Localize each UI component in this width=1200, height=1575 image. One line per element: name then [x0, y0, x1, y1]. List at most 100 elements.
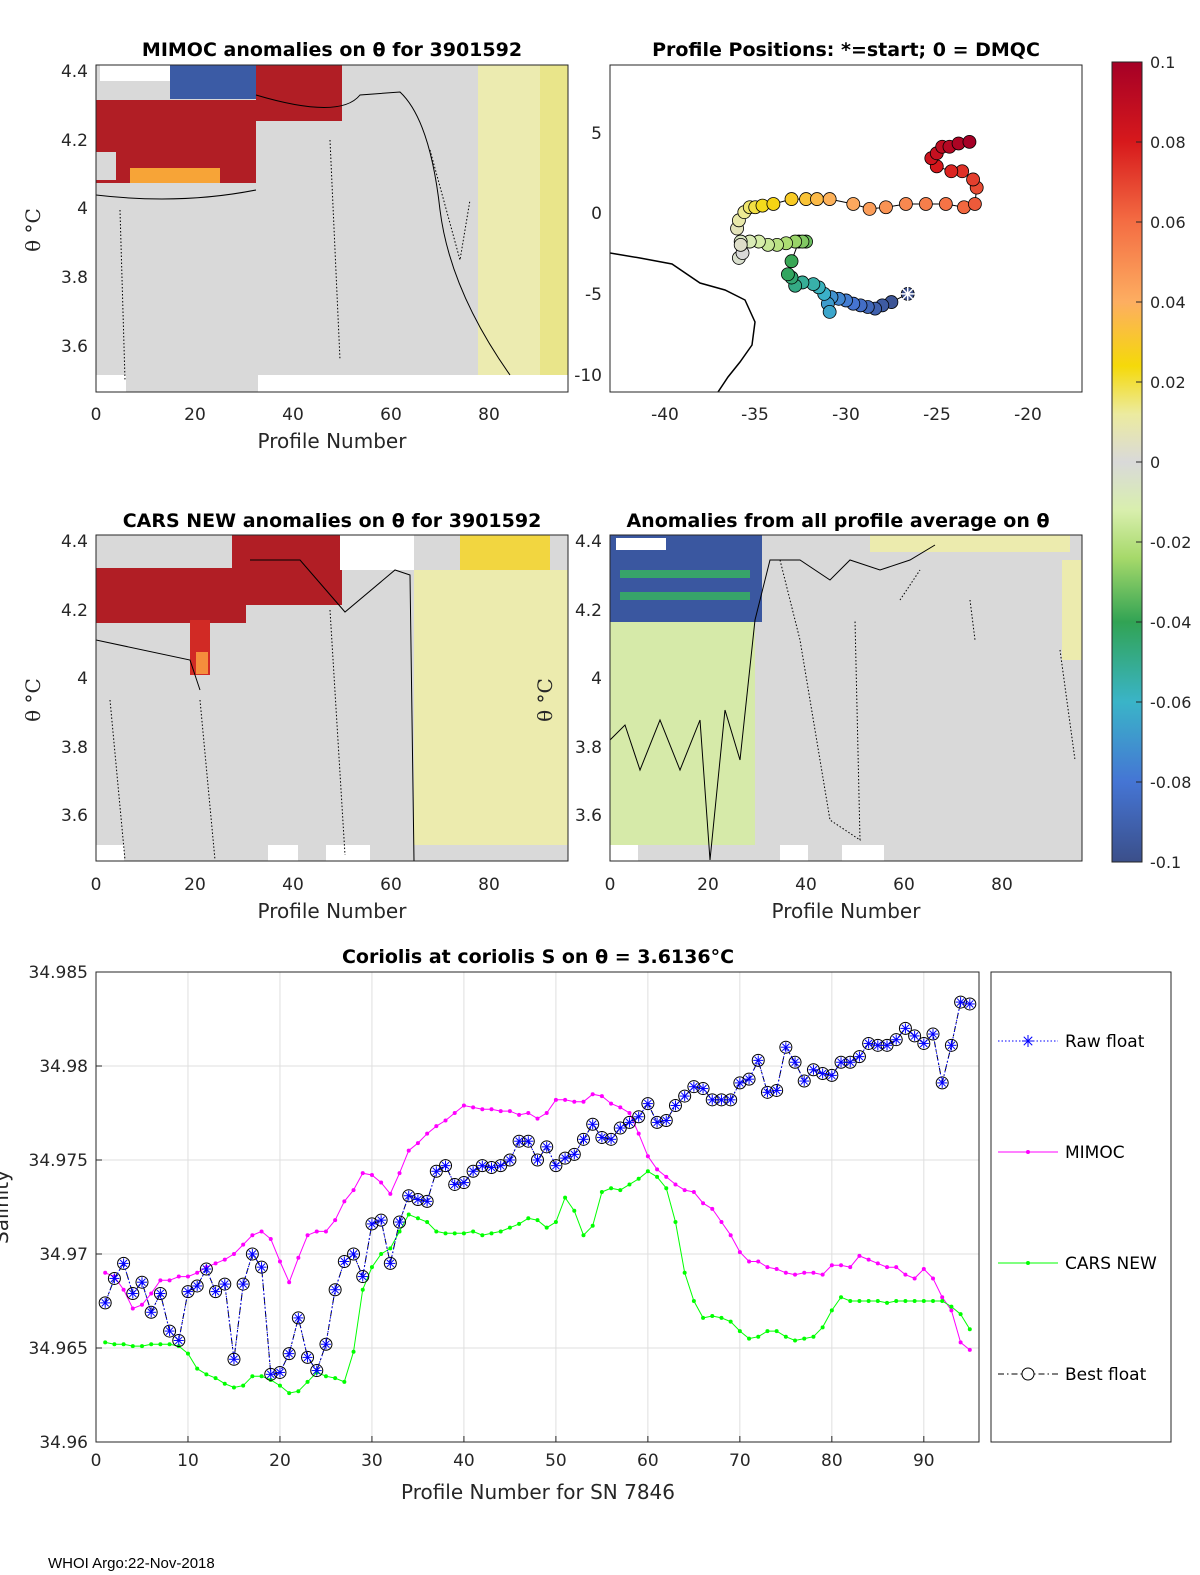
mimoc-heatmap-warm-edge [540, 65, 568, 375]
star-stroke [827, 1071, 836, 1080]
data-point [779, 1040, 793, 1054]
star-stroke [570, 1150, 579, 1159]
salinity-axes-box [95, 971, 980, 1443]
data-point [144, 1305, 158, 1319]
star-stroke [303, 1353, 312, 1362]
data-point [928, 1029, 939, 1040]
allavg-contour [610, 544, 936, 861]
data-point [912, 1276, 917, 1281]
data-point [121, 1342, 126, 1347]
star-stroke [487, 1163, 496, 1172]
star-stroke [662, 1116, 671, 1125]
data-point [719, 1315, 724, 1320]
data-point [397, 1171, 402, 1176]
data-point [296, 1389, 301, 1394]
data-point [872, 1040, 883, 1051]
star-stroke [1023, 1036, 1033, 1046]
allavg-contour-dotted [779, 559, 1076, 841]
profile-position-point [784, 254, 799, 269]
data-point [172, 1333, 186, 1347]
data-point [480, 1233, 485, 1238]
data-point [917, 1036, 931, 1050]
data-point [678, 1089, 692, 1103]
cars-heatmap-nodata [96, 845, 124, 861]
data-point [940, 1299, 945, 1303]
salinity-series [98, 995, 977, 1396]
data-point [185, 1274, 190, 1279]
star-stroke [248, 1250, 257, 1258]
profile-position-point [899, 197, 913, 211]
legend-label: CARS NEW [1065, 1254, 1157, 1274]
legend-item: CARS NEW [998, 1254, 1157, 1274]
data-point [817, 1068, 828, 1079]
mimoc-heatmap-gap [96, 152, 116, 180]
data-point [422, 1196, 433, 1207]
data-point [771, 1085, 782, 1096]
data-point [839, 1263, 844, 1268]
data-point [550, 1160, 561, 1171]
data-point [673, 1220, 678, 1225]
data-point [862, 1036, 876, 1050]
star-stroke [561, 1154, 569, 1163]
data-point [544, 1111, 549, 1115]
data-point [277, 1383, 282, 1388]
mimoc-heatmap [96, 65, 568, 392]
data-point [716, 1094, 727, 1105]
star-stroke [597, 1133, 606, 1142]
data-point [339, 1256, 350, 1267]
data-point [606, 1134, 617, 1145]
mimoc-heatmap-nodata-bottom [258, 375, 568, 392]
cars-ytick: 4 [77, 669, 88, 689]
data-point [443, 1231, 448, 1236]
data-point [158, 1278, 163, 1283]
positions-ytick: -10 [574, 366, 602, 386]
data-point [679, 1091, 690, 1102]
data-point [112, 1342, 117, 1347]
data-point [227, 1352, 241, 1366]
data-point [210, 1286, 221, 1297]
star-stroke [763, 1088, 772, 1097]
star-stroke [634, 1112, 643, 1121]
cars-heatmap-nodata [268, 845, 298, 861]
data-point [783, 1334, 788, 1339]
data-point [461, 1103, 466, 1108]
salinity-xlabel: Profile Number for SN 7846 [401, 1480, 675, 1504]
colorbar-tick-label: -0.08 [1150, 773, 1191, 792]
x-tick-label: 50 [545, 1451, 567, 1471]
allavg-axes-box [609, 534, 1083, 862]
legend-marker [1026, 1261, 1030, 1265]
data-point [652, 1117, 663, 1128]
data-point [219, 1279, 230, 1290]
legend-label: Best float [1065, 1365, 1147, 1385]
mimoc-xtick: 20 [184, 405, 206, 425]
data-point [650, 1115, 664, 1129]
data-point [632, 1110, 646, 1124]
data-point [485, 1161, 499, 1175]
salinity-ticks: 0 10 20 30 40 50 60 70 80 90 34.985 34.98 34.975 34.9… [29, 963, 935, 1471]
data-point [820, 1325, 825, 1330]
positions-xtick: -35 [741, 405, 769, 425]
data-point [480, 1107, 485, 1112]
data-point [264, 1367, 278, 1381]
data-point [98, 1296, 112, 1310]
data-point [967, 1347, 972, 1352]
star-stroke [193, 1282, 202, 1290]
data-point [218, 1277, 232, 1291]
data-point [641, 1097, 655, 1111]
data-point [937, 1077, 948, 1088]
data-point [273, 1365, 287, 1379]
data-point [109, 1273, 120, 1284]
data-point [369, 1173, 374, 1178]
data-point [894, 1265, 899, 1270]
data-point [609, 1186, 614, 1191]
data-point [576, 1132, 590, 1146]
allavg-ytick: 4 [591, 669, 602, 689]
data-point [563, 1195, 568, 1200]
colorbar-tick-label: -0.04 [1150, 613, 1191, 632]
legend-label: Raw float [1065, 1032, 1145, 1052]
data-point [751, 1053, 765, 1067]
data-point [624, 1117, 635, 1128]
star-stroke [919, 1039, 928, 1048]
star-stroke [496, 1161, 505, 1170]
data-point [406, 1148, 411, 1153]
